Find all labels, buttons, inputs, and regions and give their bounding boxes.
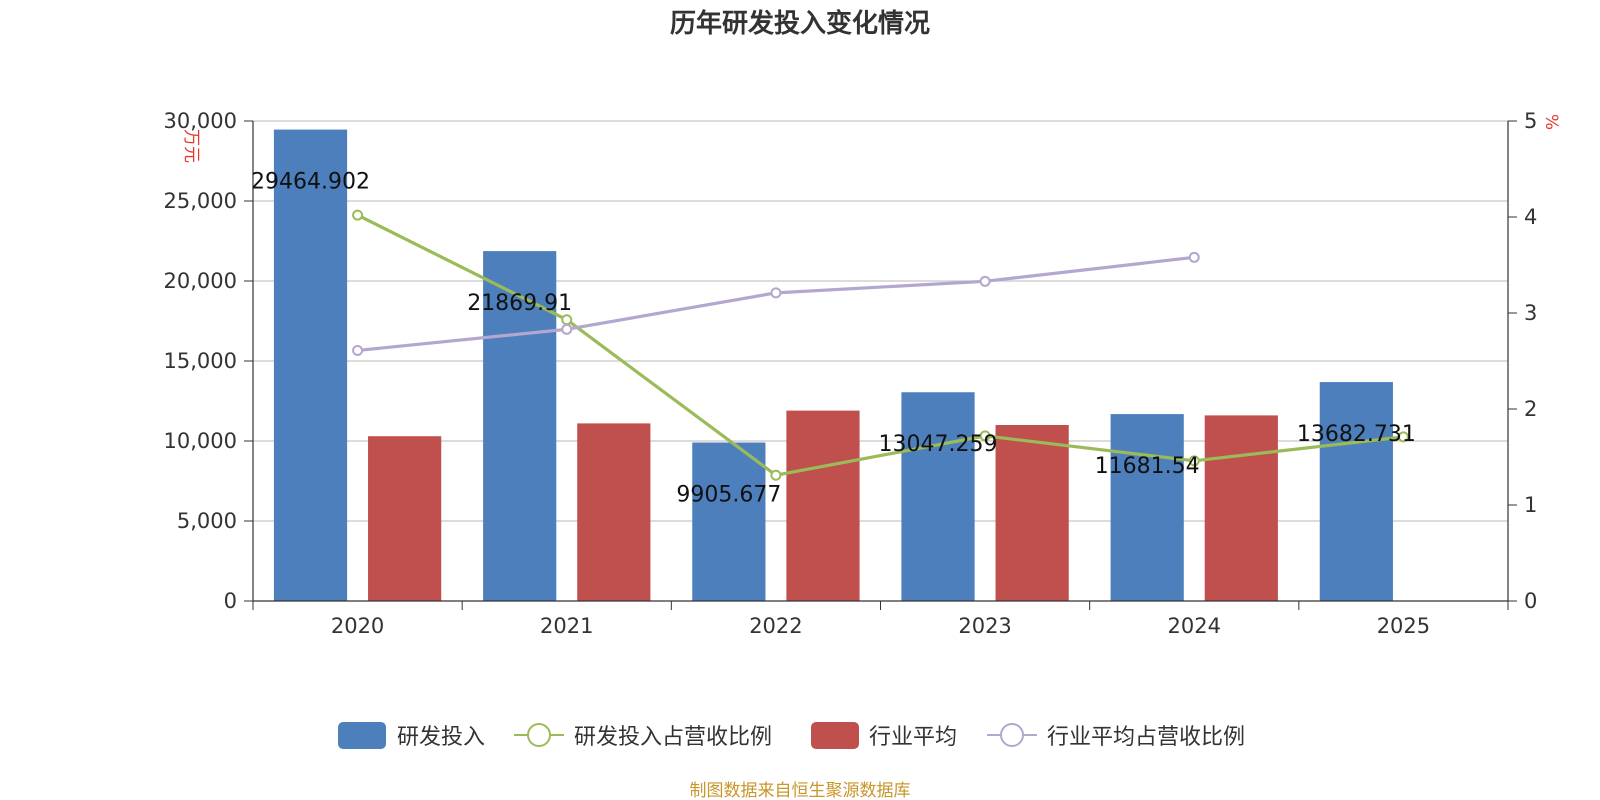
x-tick-label: 2020	[331, 614, 384, 638]
data-label-rd-investment: 13682.731	[1297, 422, 1416, 447]
bar-industry-average	[577, 423, 651, 601]
bar-industry-average	[786, 410, 860, 601]
point-industry-ratio	[770, 287, 782, 299]
gridlines	[253, 120, 1508, 522]
point-rd-ratio	[770, 469, 782, 481]
legend-label-industry-average: 行业平均	[869, 725, 957, 750]
left-tick-label: 25,000	[164, 189, 237, 213]
right-tick-label: 2	[1524, 397, 1537, 421]
legend-marker-rd-ratio	[527, 723, 551, 747]
point-rd-ratio	[1397, 431, 1409, 443]
legend-marker-industry-ratio	[1000, 723, 1024, 747]
right-tick-label: 4	[1524, 205, 1537, 229]
data-labels-layer: 29464.902 21869.91 9905.677 13047.259 11681.…	[251, 170, 1416, 508]
point-rd-ratio	[979, 430, 991, 442]
legend-label-rd-ratio: 研发投入占营收比例	[574, 725, 772, 750]
data-label-rd-investment: 29464.902	[251, 170, 370, 195]
point-rd-ratio	[1188, 455, 1200, 467]
axes-layer: 0 5,000 10,000 15,000 20,000 25,000 30,000 0 1 2 3…	[164, 109, 1538, 638]
data-label-rd-investment: 21869.91	[467, 291, 572, 316]
x-tick-label: 2024	[1168, 614, 1221, 638]
right-tick-label: 1	[1524, 493, 1537, 517]
left-tick-label: 5,000	[177, 509, 237, 533]
lines-layer	[352, 209, 1409, 481]
right-tick-label: 5	[1524, 109, 1537, 133]
x-tick-label: 2023	[958, 614, 1011, 638]
point-industry-ratio	[1188, 251, 1200, 263]
legend: 研发投入 研发投入占营收比例 行业平均 行业平均占营收比例	[338, 722, 1245, 750]
left-tick-label: 20,000	[164, 269, 237, 293]
legend-item-industry-average[interactable]: 行业平均	[811, 722, 957, 750]
left-tick-label: 30,000	[164, 109, 237, 133]
bar-industry-average	[995, 425, 1069, 601]
line-rd-ratio	[356, 213, 1404, 477]
right-tick-label: 3	[1524, 301, 1537, 325]
legend-item-rd-ratio[interactable]: 研发投入占营收比例	[514, 723, 772, 750]
bar-rd-investment	[1110, 414, 1184, 601]
left-axis-unit: 万元	[181, 129, 201, 163]
point-industry-ratio	[352, 344, 364, 356]
legend-label-industry-ratio: 行业平均占营收比例	[1047, 725, 1245, 750]
legend-item-rd-investment[interactable]: 研发投入	[338, 722, 485, 750]
data-label-rd-investment: 9905.677	[676, 483, 781, 508]
bar-rd-investment	[692, 442, 766, 601]
right-tick-label: 0	[1524, 589, 1537, 613]
point-industry-ratio	[561, 323, 573, 335]
point-rd-ratio	[352, 209, 364, 221]
x-tick-label: 2022	[749, 614, 802, 638]
point-rd-ratio	[561, 314, 573, 326]
legend-swatch-industry-average	[811, 722, 859, 749]
right-axis-unit: %	[1541, 114, 1561, 130]
data-label-rd-investment: 11681.54	[1095, 454, 1200, 479]
left-tick-label: 15,000	[164, 349, 237, 373]
legend-label-rd-investment: 研发投入	[397, 725, 485, 750]
legend-swatch-rd-investment	[338, 722, 386, 749]
chart-title: 历年研发投入变化情况	[670, 8, 930, 39]
left-tick-label: 10,000	[164, 429, 237, 453]
bar-rd-investment	[273, 129, 348, 601]
point-industry-ratio	[979, 275, 991, 287]
bar-industry-average	[368, 436, 442, 601]
left-tick-label: 0	[224, 589, 237, 613]
x-tick-label: 2025	[1377, 614, 1430, 638]
data-label-rd-investment: 13047.259	[879, 432, 998, 457]
bar-rd-investment	[901, 392, 975, 601]
legend-item-industry-ratio[interactable]: 行业平均占营收比例	[987, 723, 1245, 750]
bar-industry-average	[1204, 415, 1278, 601]
bars-layer	[273, 129, 1393, 602]
data-source-note: 制图数据来自恒生聚源数据库	[690, 781, 911, 800]
bar-rd-investment	[1319, 382, 1393, 601]
x-tick-label: 2021	[540, 614, 593, 638]
